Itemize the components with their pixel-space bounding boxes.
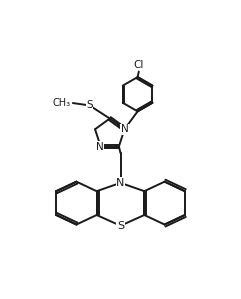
Text: N: N	[96, 141, 103, 152]
Text: CH₃: CH₃	[53, 98, 71, 108]
Text: S: S	[86, 100, 93, 110]
Text: N: N	[121, 124, 128, 134]
Text: Cl: Cl	[134, 60, 144, 70]
Text: S: S	[117, 221, 124, 231]
Text: N: N	[116, 178, 125, 188]
